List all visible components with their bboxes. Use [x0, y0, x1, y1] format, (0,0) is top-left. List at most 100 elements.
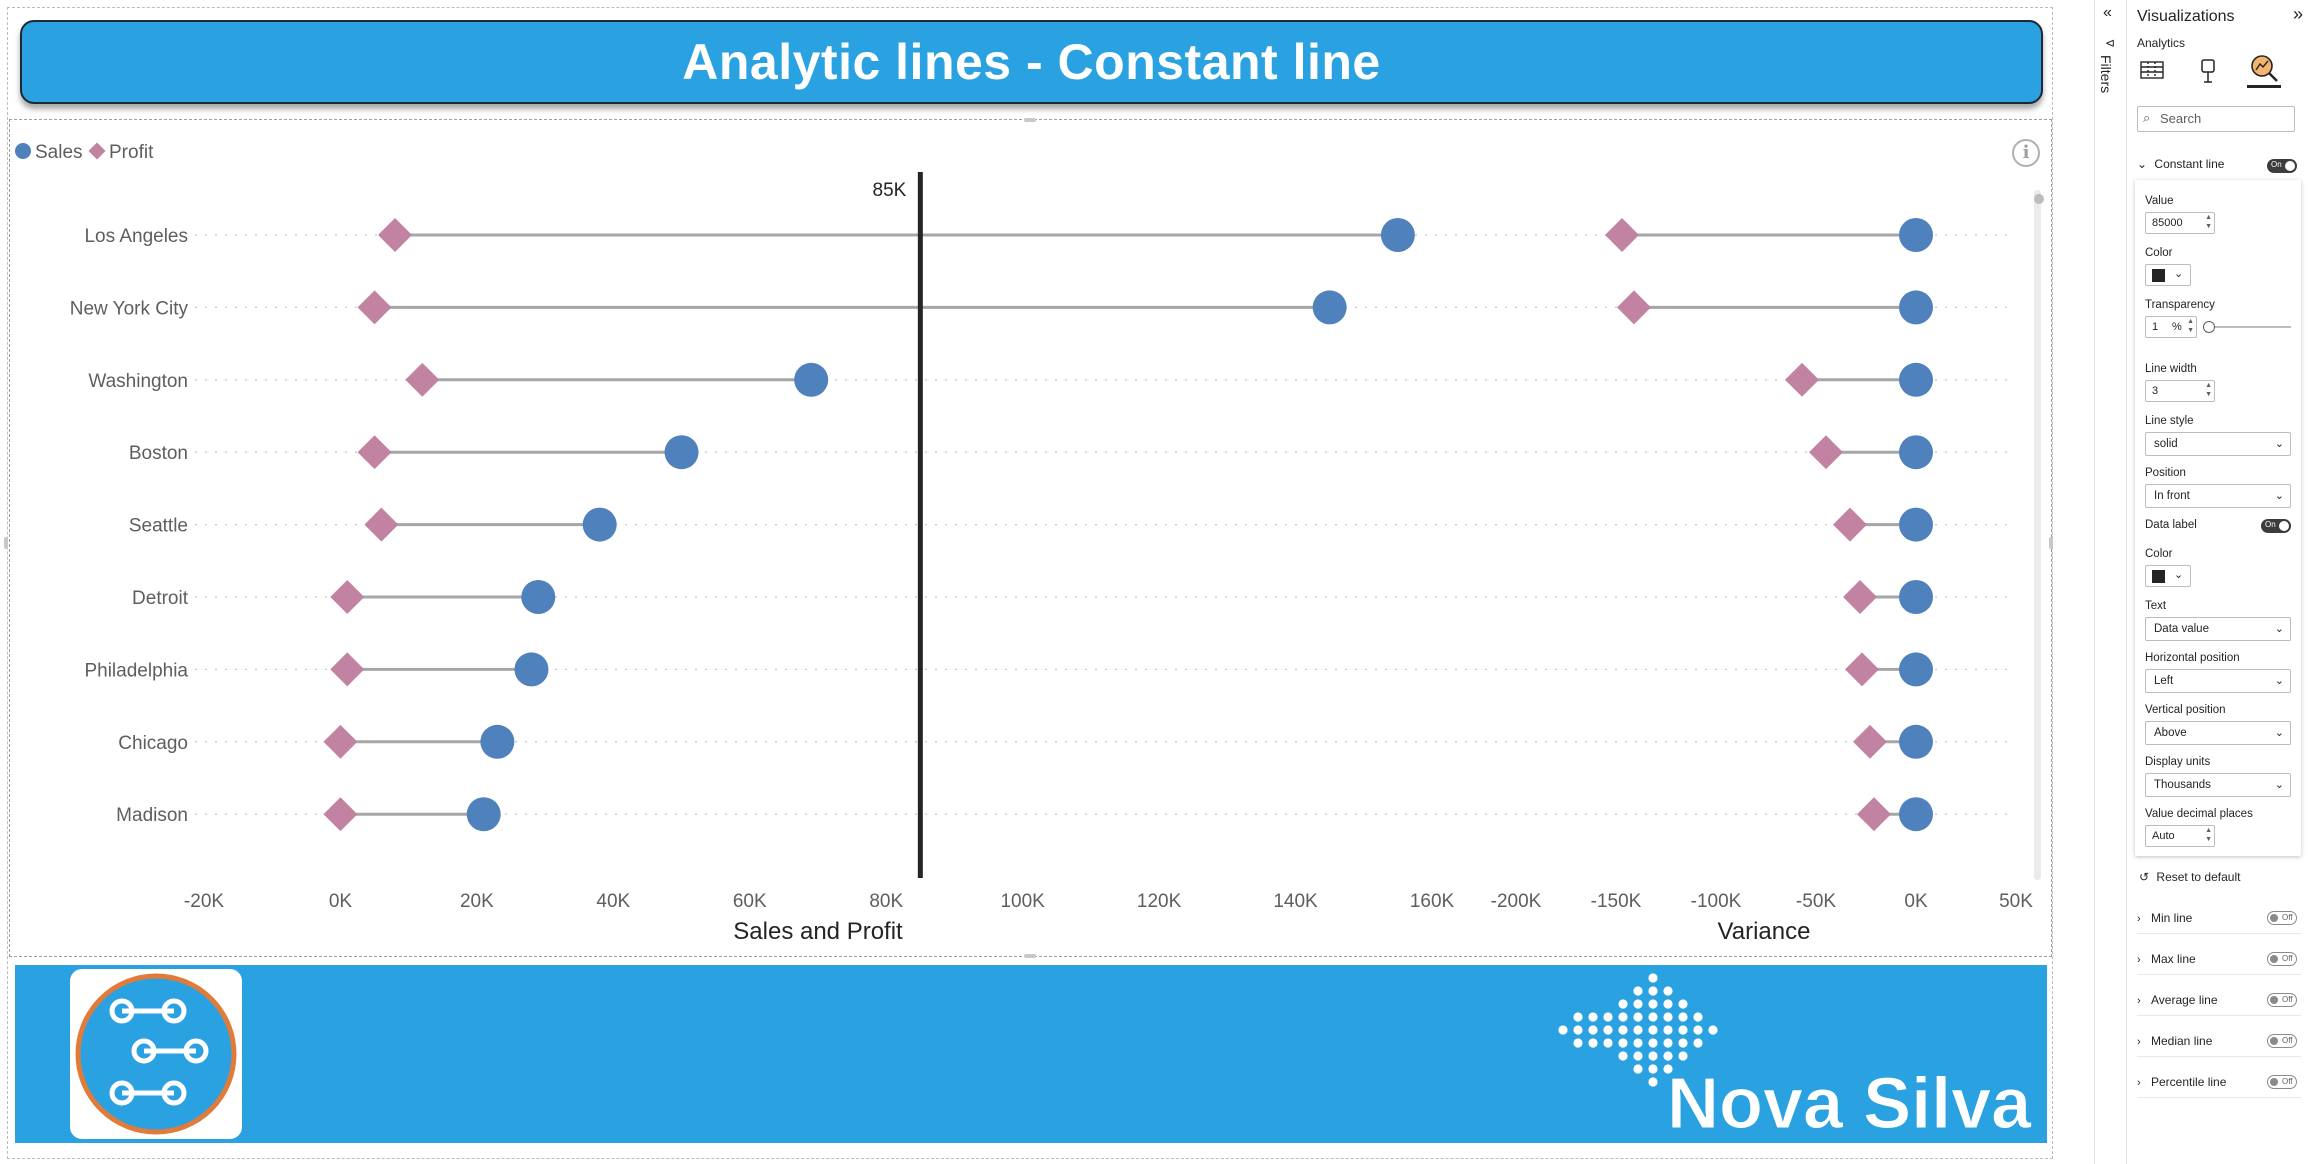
profit-marker[interactable] [323, 724, 358, 759]
sales-marker[interactable] [1312, 290, 1347, 325]
line-color-picker[interactable]: ⌄ [2145, 264, 2191, 286]
profit-marker[interactable] [364, 507, 399, 542]
legend-marker-sales[interactable] [15, 143, 31, 159]
resize-handle-top[interactable] [1024, 118, 1036, 122]
sales-marker[interactable] [1380, 218, 1415, 252]
section-average-line[interactable]: › Average line Off [2137, 985, 2301, 1016]
value-input[interactable]: 85000 ▲ ▼ [2145, 212, 2215, 234]
spinner-icon[interactable]: ▲ ▼ [2205, 827, 2212, 843]
variance-profit-marker[interactable] [1853, 724, 1887, 759]
section-toggle[interactable]: Off [2267, 1034, 2297, 1048]
sales-marker[interactable] [582, 507, 617, 542]
vpos-select[interactable]: Above ⌄ [2145, 721, 2291, 745]
transparency-input[interactable]: 1% ▲ ▼ [2145, 316, 2197, 338]
variance-profit-marker[interactable] [1785, 362, 1819, 397]
data-label-toggle[interactable]: On [2261, 519, 2291, 533]
collapse-left-icon[interactable]: « [2103, 4, 2112, 21]
position-select[interactable]: In front ⌄ [2145, 484, 2291, 508]
vpos-label: Vertical position [2145, 704, 2226, 716]
profit-marker[interactable] [405, 362, 440, 397]
info-icon[interactable]: i [2012, 139, 2040, 167]
text-select[interactable]: Data value ⌄ [2145, 617, 2291, 641]
variance-profit-marker[interactable] [1809, 435, 1843, 470]
chevron-down-icon: ⌄ [2137, 157, 2148, 171]
sales-marker[interactable] [514, 652, 549, 687]
legend-marker-profit[interactable] [88, 142, 106, 160]
variance-sales-marker[interactable] [1899, 724, 1933, 759]
variance-sales-marker[interactable] [1899, 652, 1933, 687]
resize-handle-bottom[interactable] [1024, 954, 1036, 958]
brand-dot [1633, 1038, 1643, 1048]
resize-handle-right[interactable] [2049, 537, 2053, 549]
spinner-icon[interactable]: ▲ ▼ [2187, 318, 2194, 334]
profit-marker[interactable] [330, 580, 365, 614]
expand-right-icon[interactable]: » [2292, 4, 2303, 24]
profit-marker[interactable] [357, 290, 392, 325]
profit-marker[interactable] [330, 652, 365, 687]
constant-line-header[interactable]: ⌄ Constant line [2137, 157, 2224, 171]
variance-sales-marker[interactable] [1899, 362, 1933, 397]
sales-marker[interactable] [664, 435, 699, 470]
legend-label-profit[interactable]: Profit [109, 142, 154, 163]
x-tick-label: -150K [1591, 891, 1642, 912]
filters-rail[interactable]: « ⊲ [2094, 0, 2127, 1164]
section-toggle[interactable]: Off [2267, 1075, 2297, 1089]
spinner-icon[interactable]: ▲ ▼ [2205, 382, 2212, 398]
sales-marker[interactable] [466, 797, 501, 832]
line-width-label: Line width [2145, 363, 2197, 375]
dot-plot-visual[interactable] [4, 118, 2053, 958]
sales-marker[interactable] [480, 724, 515, 759]
sales-marker[interactable] [794, 362, 829, 397]
section-percentile-line[interactable]: › Percentile line Off [2137, 1067, 2301, 1098]
units-select[interactable]: Thousands ⌄ [2145, 773, 2291, 797]
section-toggle[interactable]: Off [2267, 952, 2297, 966]
format-paintbrush-icon[interactable] [2193, 56, 2223, 86]
report-title: Analytic lines - Constant line [682, 34, 1381, 90]
scrollbar-track[interactable] [2034, 190, 2041, 880]
x-tick-label: 60K [733, 891, 767, 912]
section-median-line[interactable]: › Median line Off [2137, 1026, 2301, 1057]
hpos-select[interactable]: Left ⌄ [2145, 669, 2291, 693]
brand-dot [1618, 1012, 1628, 1022]
section-toggle[interactable]: Off [2267, 911, 2297, 925]
variance-sales-marker[interactable] [1899, 218, 1933, 252]
line-style-label: Line style [2145, 415, 2194, 427]
fields-table-icon[interactable] [2137, 56, 2167, 86]
variance-profit-marker[interactable] [1843, 580, 1877, 614]
spinner-icon[interactable]: ▲ ▼ [2205, 214, 2212, 230]
variance-profit-marker[interactable] [1857, 797, 1891, 832]
line-width-input[interactable]: 3 ▲ ▼ [2145, 380, 2215, 402]
variance-sales-marker[interactable] [1899, 290, 1933, 325]
profit-marker[interactable] [323, 797, 358, 832]
variance-sales-marker[interactable] [1899, 507, 1933, 542]
x-tick-label: 100K [1000, 891, 1045, 912]
section-max-line[interactable]: › Max line Off [2137, 944, 2301, 975]
variance-profit-marker[interactable] [1617, 290, 1651, 325]
profit-marker[interactable] [378, 218, 412, 252]
variance-profit-marker[interactable] [1833, 507, 1867, 542]
tab-analytics[interactable] [2247, 52, 2281, 88]
decimals-label: Value decimal places [2145, 808, 2253, 820]
profit-marker[interactable] [357, 435, 392, 470]
section-toggle[interactable]: Off [2267, 993, 2297, 1007]
constant-line-toggle[interactable]: On [2267, 159, 2297, 173]
variance-sales-marker[interactable] [1899, 435, 1933, 470]
variance-profit-marker[interactable] [1845, 652, 1879, 687]
reset-button[interactable]: ↺ Reset to default [2139, 870, 2240, 884]
variance-sales-marker[interactable] [1899, 797, 1933, 832]
variance-sales-marker[interactable] [1899, 580, 1933, 614]
sales-marker[interactable] [521, 580, 556, 614]
transparency-slider[interactable] [2205, 326, 2291, 328]
label-color-picker[interactable]: ⌄ [2145, 565, 2191, 587]
line-style-select[interactable]: solid ⌄ [2145, 432, 2291, 456]
variance-profit-marker[interactable] [1605, 218, 1639, 252]
scrollbar-thumb[interactable] [2034, 194, 2044, 204]
chevron-down-icon: ⌄ [2274, 727, 2284, 739]
search-input[interactable]: Search [2137, 106, 2295, 132]
decimals-input[interactable]: Auto ▲ ▼ [2145, 825, 2215, 847]
filters-label[interactable]: Filters [2098, 55, 2114, 94]
resize-handle-left[interactable] [4, 537, 8, 549]
slider-thumb[interactable] [2203, 321, 2215, 333]
legend-label-sales[interactable]: Sales [35, 142, 83, 163]
section-min-line[interactable]: › Min line Off [2137, 903, 2301, 934]
